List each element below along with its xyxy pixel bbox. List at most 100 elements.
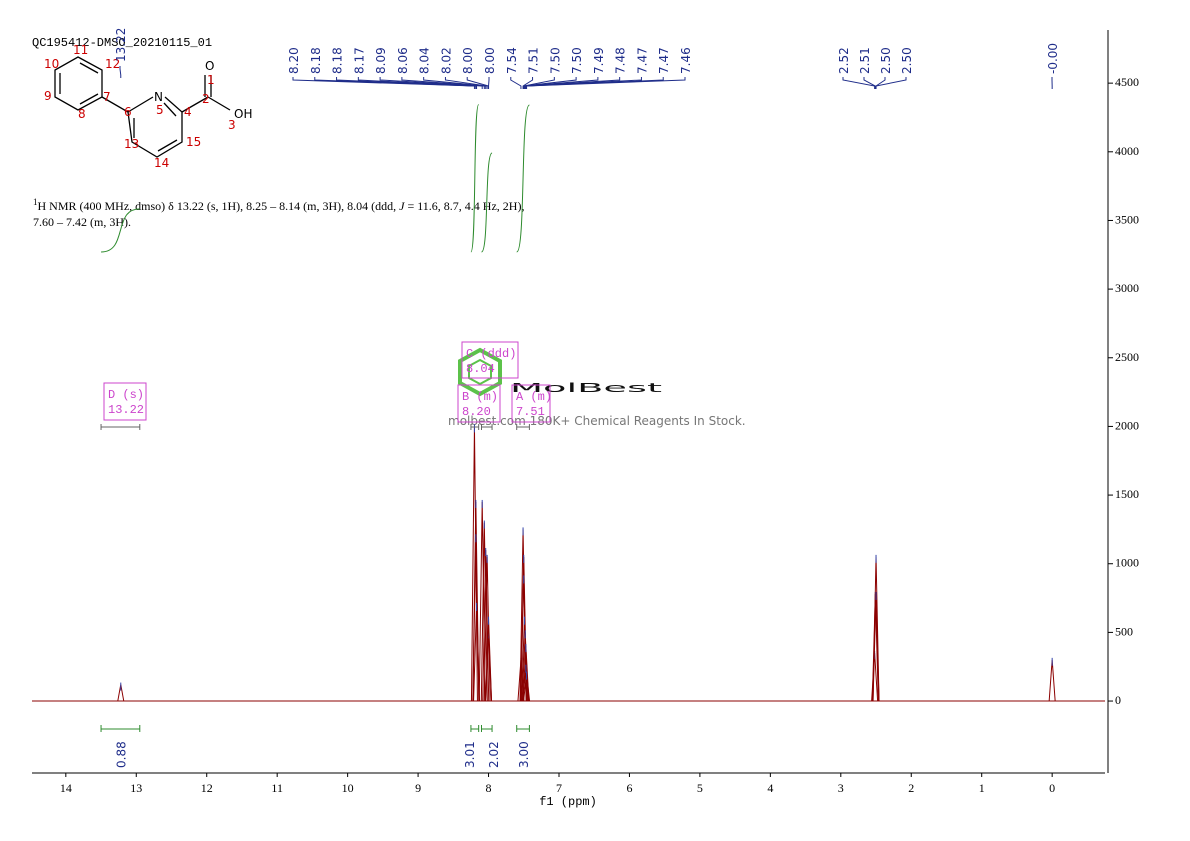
peak-label: 7.49	[592, 47, 606, 74]
chart-title: QC195412-DMSO_20210115_01	[32, 36, 212, 50]
x-tick-label: 13	[130, 781, 142, 795]
description-italic: J	[399, 199, 405, 213]
peak-leader	[523, 77, 599, 89]
multiplet-range	[470, 424, 480, 430]
multiplet-range	[516, 424, 530, 430]
peak-leader	[526, 77, 686, 89]
watermark-logo	[458, 347, 502, 397]
peak-label: 13.22	[114, 28, 128, 62]
peak-label: 2.52	[837, 47, 851, 74]
peak-leader	[119, 66, 122, 78]
atom-label: N	[154, 90, 163, 104]
y-tick-label: 0	[1115, 693, 1121, 707]
multiplet-label: A (m)	[516, 390, 552, 404]
integral-bracket	[480, 725, 493, 732]
multiplet-shift: 13.22	[108, 403, 144, 417]
molecule-bonds	[54, 56, 231, 158]
y-tick-label: 1500	[1115, 487, 1139, 501]
peak-label: 7.46	[679, 47, 693, 74]
multiplet-shift: 8.20	[462, 405, 491, 419]
integral-label: 3.01	[463, 741, 477, 768]
atom-label: 4	[184, 105, 192, 119]
atom-label: 9	[44, 89, 52, 103]
x-tick-label: 14	[60, 781, 72, 795]
atom-label: 10	[44, 57, 59, 71]
peak-label: 7.51	[527, 47, 541, 74]
integral-label: 3.00	[517, 741, 531, 768]
integral-curve	[481, 152, 493, 253]
peak-label: 7.50	[570, 47, 584, 74]
peak-label: 2.51	[858, 47, 872, 74]
peak-label: 8.17	[352, 47, 366, 74]
multiplet-box	[103, 382, 147, 421]
multiplet-range	[100, 424, 141, 430]
multiplet-label: C (ddd)	[466, 347, 516, 361]
atom-label: 12	[105, 57, 120, 71]
multiplet-box	[511, 384, 551, 423]
x-tick-label: 1	[979, 781, 985, 795]
integral-label: 0.88	[114, 741, 128, 768]
y-tick-label: 500	[1115, 624, 1133, 638]
y-tick-label: 4000	[1115, 144, 1139, 158]
peak-label: 8.18	[331, 47, 345, 74]
peak-leader	[379, 77, 483, 89]
peak-label: 7.47	[635, 47, 649, 74]
integral-bracket	[100, 725, 141, 732]
atom-label: 8	[78, 107, 86, 121]
peak-label: 8.00	[461, 47, 475, 74]
peak-leader	[842, 77, 876, 89]
multiplet-label: B (m)	[462, 390, 498, 404]
peak-label: 8.04	[418, 47, 432, 74]
x-tick-label: 11	[271, 781, 283, 795]
peak-label: 8.06	[396, 47, 410, 74]
x-tick-label: 10	[342, 781, 354, 795]
peak-label: 8.00	[483, 47, 497, 74]
peak-leader	[336, 77, 477, 89]
y-tick-label: 3000	[1115, 281, 1139, 295]
integral-label: 2.02	[487, 741, 501, 768]
x-axis-label: f1 (ppm)	[539, 795, 597, 809]
peak-label: 7.54	[505, 47, 519, 74]
atom-label: 13	[124, 137, 139, 151]
integral-curve	[516, 104, 530, 253]
atom-label: 7	[103, 90, 111, 104]
description-text: = 11.6, 8.7, 4.4 Hz, 2H),	[404, 199, 524, 213]
x-tick-label: 8	[486, 781, 492, 795]
y-tick-label: 4500	[1115, 75, 1139, 89]
y-tick-label: 2500	[1115, 350, 1139, 364]
x-tick-label: 9	[415, 781, 421, 795]
peak-label: 7.50	[548, 47, 562, 74]
multiplet-shift: 7.51	[516, 405, 545, 419]
atom-label: 14	[154, 156, 169, 170]
multiplet-box	[457, 384, 501, 423]
peak-leader	[522, 77, 534, 89]
nmr-description: 1H NMR (400 MHz, dmso) δ 13.22 (s, 1H), …	[33, 197, 524, 213]
atom-label: 2	[202, 92, 210, 106]
peak-label: 8.18	[309, 47, 323, 74]
description-text: H NMR (400 MHz, dmso) δ 13.22 (s, 1H), 8…	[38, 199, 400, 213]
x-tick-label: 0	[1049, 781, 1055, 795]
y-tick-label: 3500	[1115, 212, 1139, 226]
x-tick-label: 7	[556, 781, 562, 795]
peak-leader	[863, 77, 876, 89]
atom-label: 5	[156, 103, 164, 117]
atom-label: O	[205, 59, 214, 73]
atom-label: 6	[124, 105, 132, 119]
y-tick-label: 2000	[1115, 418, 1139, 432]
atom-label: 15	[186, 135, 201, 149]
y-tick-label: 1000	[1115, 556, 1139, 570]
multiplet-label: D (s)	[108, 388, 144, 402]
multiplet-range	[480, 424, 493, 430]
watermark-tagline: molbest.com 180K+ Chemical Reagents In S…	[448, 414, 746, 428]
x-tick-label: 4	[767, 781, 773, 795]
peak-label: 7.47	[657, 47, 671, 74]
nmr-description: 7.60 – 7.42 (m, 3H).	[33, 215, 131, 229]
x-tick-label: 12	[201, 781, 213, 795]
peak-leader	[401, 77, 485, 89]
atom-label: OH	[234, 107, 252, 121]
peak-leader	[357, 77, 478, 89]
peak-leader	[524, 77, 621, 89]
atom-label: 1	[207, 73, 215, 87]
